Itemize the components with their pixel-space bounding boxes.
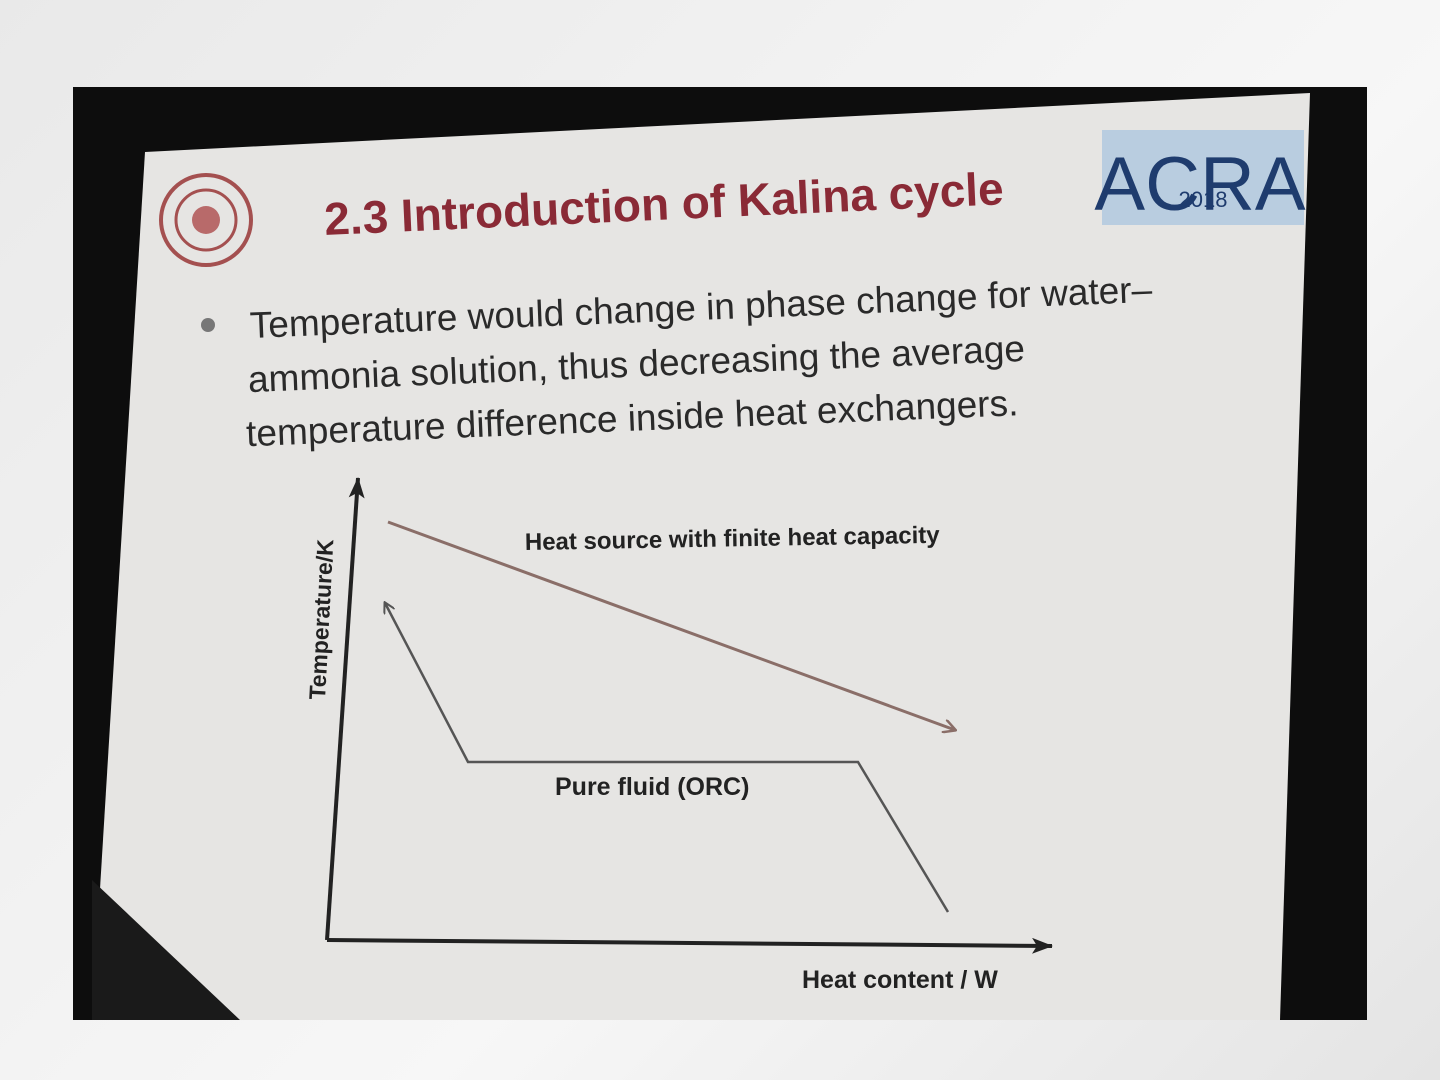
x-axis (326, 937, 1053, 954)
slide (92, 93, 1310, 1020)
shadow (92, 880, 240, 1020)
pure-fluid-line (385, 603, 950, 913)
university-logo (159, 173, 253, 267)
acra-logo: ACRA 2018 (1094, 130, 1306, 227)
x-axis-label: Heat content / W (802, 966, 998, 994)
heat-source-line (387, 520, 955, 730)
pure-fluid-label: Pure fluid (ORC) (555, 773, 749, 801)
logo-name: ACRA (1094, 142, 1305, 227)
bullet-dot (201, 318, 215, 332)
logo-year: 2018 (1179, 187, 1228, 212)
y-axis (325, 477, 365, 941)
